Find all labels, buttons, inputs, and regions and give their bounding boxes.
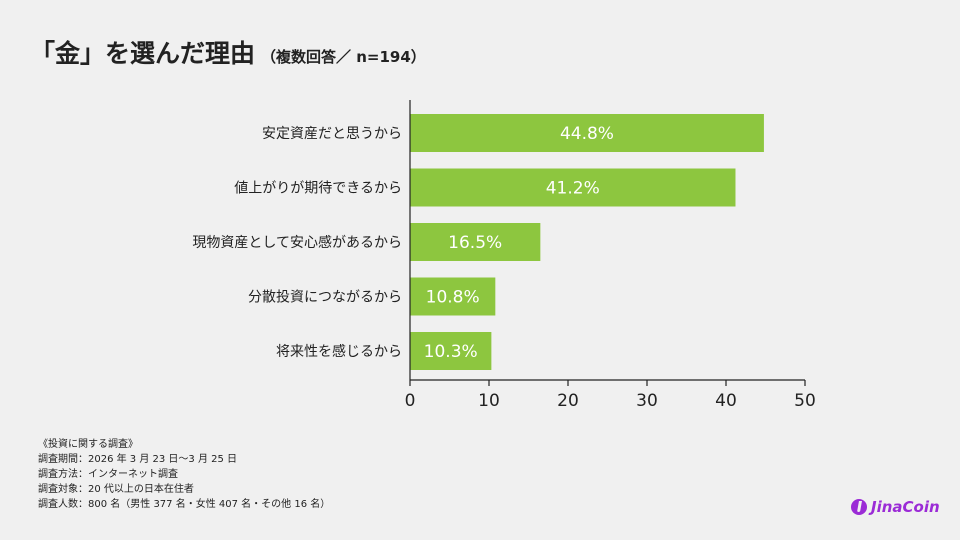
x-tick-label: 30: [636, 391, 658, 411]
note-line: 調査方法：インターネット調査: [38, 469, 178, 480]
note-line: 調査期間：2026 年 3 月 23 日〜3 月 25 日: [38, 454, 238, 465]
data-label: 10.8%: [426, 288, 480, 308]
note-line: 《投資に関する調査》: [38, 439, 138, 450]
title-text: 「金」を選んだ理由: [30, 39, 256, 68]
x-tick-label: 40: [715, 391, 737, 411]
x-tick-label: 10: [478, 391, 500, 411]
bar: [410, 332, 492, 370]
bar: [410, 114, 764, 152]
bar: [410, 277, 496, 316]
category-label: 安定資産だと思うから: [262, 126, 402, 142]
brand-logo: JinaCoin: [851, 498, 940, 516]
data-label: 41.2%: [546, 179, 600, 199]
data-label: 44.8%: [560, 124, 614, 144]
x-tick-label: 50: [794, 391, 816, 411]
note-line: 調査人数：800 名（男性 377 名・女性 407 名・その他 16 名）: [38, 499, 331, 510]
x-tick-label: 20: [557, 391, 579, 411]
chart-subtitle: （複数回答／ n=194）: [261, 48, 426, 66]
logo-icon: [851, 499, 867, 515]
survey-notes: 《投資に関する調査》 調査期間：2026 年 3 月 23 日〜3 月 25 日…: [38, 437, 330, 512]
chart-title: 「金」を選んだ理由 （複数回答／ n=194）: [30, 34, 426, 70]
data-label: 10.3%: [424, 342, 478, 362]
logo-text: JinaCoin: [871, 498, 940, 516]
data-label: 16.5%: [448, 233, 502, 253]
x-tick-label: 0: [405, 391, 416, 411]
category-label: 将来性を感じるから: [276, 343, 402, 360]
note-line: 調査対象：20 代以上の日本在住者: [38, 484, 194, 495]
bar: [410, 223, 541, 261]
category-label: 分散投資につながるから: [248, 290, 402, 306]
bar: [410, 168, 736, 207]
category-label: 現物資産として安心感があるから: [192, 234, 402, 251]
category-label: 値上がりが期待できるから: [234, 181, 402, 197]
